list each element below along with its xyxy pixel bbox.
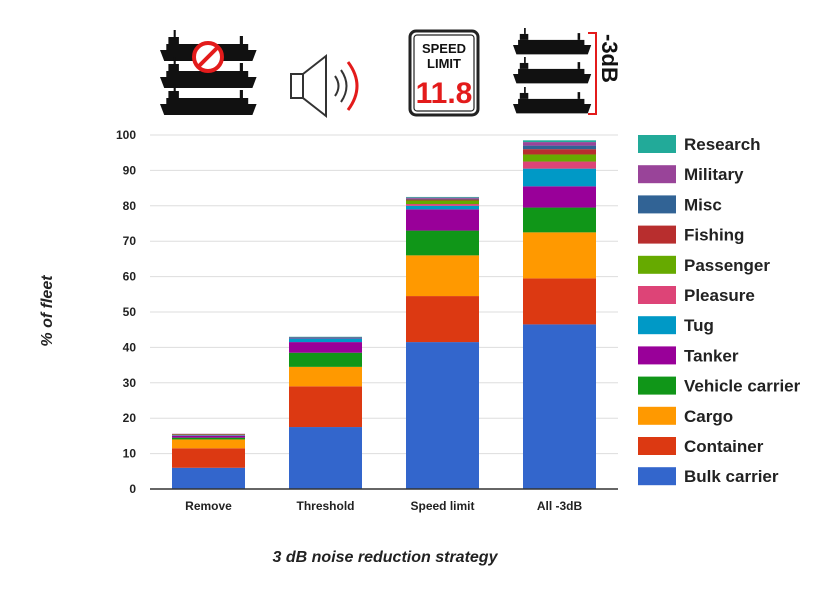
legend-swatch-research	[638, 135, 676, 153]
y-tick-label: 60	[123, 270, 137, 284]
legend-swatch-fishing	[638, 225, 676, 244]
x-category-label: Speed limit	[410, 499, 474, 513]
y-axis-ticks: 0 10 20 30 40 50 60 70 80 90 100	[116, 128, 136, 496]
legend-label-tanker: Tanker	[684, 346, 739, 365]
bar-segment-bulk-carrier	[172, 467, 245, 489]
bar-segment-tanker	[406, 209, 479, 231]
legend-label-pleasure: Pleasure	[684, 286, 755, 305]
speed-sign-value: 11.8	[416, 77, 473, 110]
bar-segment-tanker	[523, 186, 596, 208]
bar-segment-research	[289, 336, 362, 338]
legend-label-vehicle-carrier: Vehicle carrier	[684, 377, 801, 396]
bar-segment-container	[523, 278, 596, 325]
y-tick-label: 0	[129, 482, 136, 496]
y-tick-label: 70	[123, 234, 137, 248]
legend: Research Military Misc Fishing Passenger Plea…	[638, 135, 801, 486]
bar-segment-tanker	[172, 435, 245, 438]
bar-segment-vehicle-carrier	[172, 437, 245, 440]
y-tick-label: 80	[123, 199, 137, 213]
bar-segment-tug	[172, 435, 245, 436]
bar-segment-pleasure	[172, 434, 245, 436]
legend-swatch-vehicle-carrier	[638, 376, 676, 395]
bar-segment-fishing	[172, 434, 245, 435]
speed-sign-line2: LIMIT	[427, 56, 461, 71]
bar-segment-passenger	[406, 200, 479, 205]
bar-segment-pleasure	[406, 204, 479, 206]
speaker-icon	[290, 53, 359, 119]
y-tick-label: 40	[123, 340, 137, 354]
y-tick-label: 30	[123, 376, 137, 390]
y-tick-label: 20	[123, 411, 137, 425]
legend-label-research: Research	[684, 135, 761, 154]
bar-segment-fishing	[523, 149, 596, 155]
bar-segment-tanker	[289, 342, 362, 353]
bar-segment-vehicle-carrier	[289, 352, 362, 367]
legend-label-container: Container	[684, 437, 764, 456]
x-category-label: Remove	[185, 499, 232, 513]
bar-segment-passenger	[523, 154, 596, 162]
legend-label-misc: Misc	[684, 195, 722, 214]
legend-swatch-tanker	[638, 346, 676, 365]
bar-segment-container	[406, 296, 479, 343]
legend-swatch-passenger	[638, 255, 676, 274]
legend-swatch-pleasure	[638, 286, 676, 304]
bars	[172, 140, 596, 489]
speed-sign-line1: SPEED	[422, 41, 466, 56]
legend-swatch-container	[638, 437, 676, 455]
legend-swatch-tug	[638, 316, 676, 335]
x-axis-label: 3 dB noise reduction strategy	[273, 549, 499, 566]
y-tick-label: 100	[116, 128, 136, 142]
bar-segment-misc	[523, 145, 596, 150]
bar-segment-military	[406, 197, 479, 199]
bar-segment-cargo	[289, 366, 362, 387]
bar-segment-tug	[289, 338, 362, 343]
bar-segment-vehicle-carrier	[523, 207, 596, 233]
speed-limit-sign-icon: SPEED LIMIT 11.8	[408, 29, 480, 117]
y-tick-label: 90	[123, 163, 137, 177]
bar-segment-cargo	[172, 439, 245, 449]
bar-segment-cargo	[523, 232, 596, 279]
x-category-label: Threshold	[296, 499, 354, 513]
bar-segment-military	[172, 433, 245, 435]
bar-segment-bulk-carrier	[406, 342, 479, 489]
legend-label-bulk-carrier: Bulk carrier	[684, 467, 779, 486]
legend-swatch-military	[638, 165, 676, 184]
bar-segment-pleasure	[523, 161, 596, 169]
reduced-noise-ships-icon: -3dB	[513, 28, 622, 115]
legend-label-fishing: Fishing	[684, 226, 744, 245]
legend-swatch-misc	[638, 195, 676, 214]
legend-label-cargo: Cargo	[684, 407, 733, 426]
x-category-label: All -3dB	[537, 499, 583, 513]
bar-segment-military	[523, 142, 596, 146]
bar-segment-tug	[406, 205, 479, 210]
y-axis-label: % of fleet	[39, 275, 56, 347]
bar-segment-research	[523, 140, 596, 143]
legend-swatch-bulk-carrier	[638, 467, 676, 486]
y-tick-label: 10	[123, 447, 137, 461]
bar-segment-bulk-carrier	[289, 427, 362, 489]
y-tick-label: 50	[123, 305, 137, 319]
legend-label-tug: Tug	[684, 316, 714, 335]
legend-label-military: Military	[684, 165, 744, 184]
bar-segment-cargo	[406, 255, 479, 297]
bar-segment-military	[289, 337, 362, 339]
legend-swatch-cargo	[638, 406, 676, 425]
bar-segment-container	[172, 448, 245, 468]
no-ships-icon	[160, 30, 257, 115]
bar-segment-container	[289, 386, 362, 428]
legend-label-passenger: Passenger	[684, 256, 770, 275]
bar-segment-research	[406, 196, 479, 198]
bar-segment-tug	[523, 168, 596, 187]
bar-segment-passenger	[172, 434, 245, 435]
bar-segment-bulk-carrier	[523, 324, 596, 489]
bar-segment-fishing	[406, 199, 479, 201]
bar-segment-misc	[406, 198, 479, 200]
bar-segment-vehicle-carrier	[406, 230, 479, 256]
x-axis-categories: Remove Threshold Speed limit All -3dB	[185, 499, 582, 513]
reduction-label: -3dB	[597, 34, 622, 83]
